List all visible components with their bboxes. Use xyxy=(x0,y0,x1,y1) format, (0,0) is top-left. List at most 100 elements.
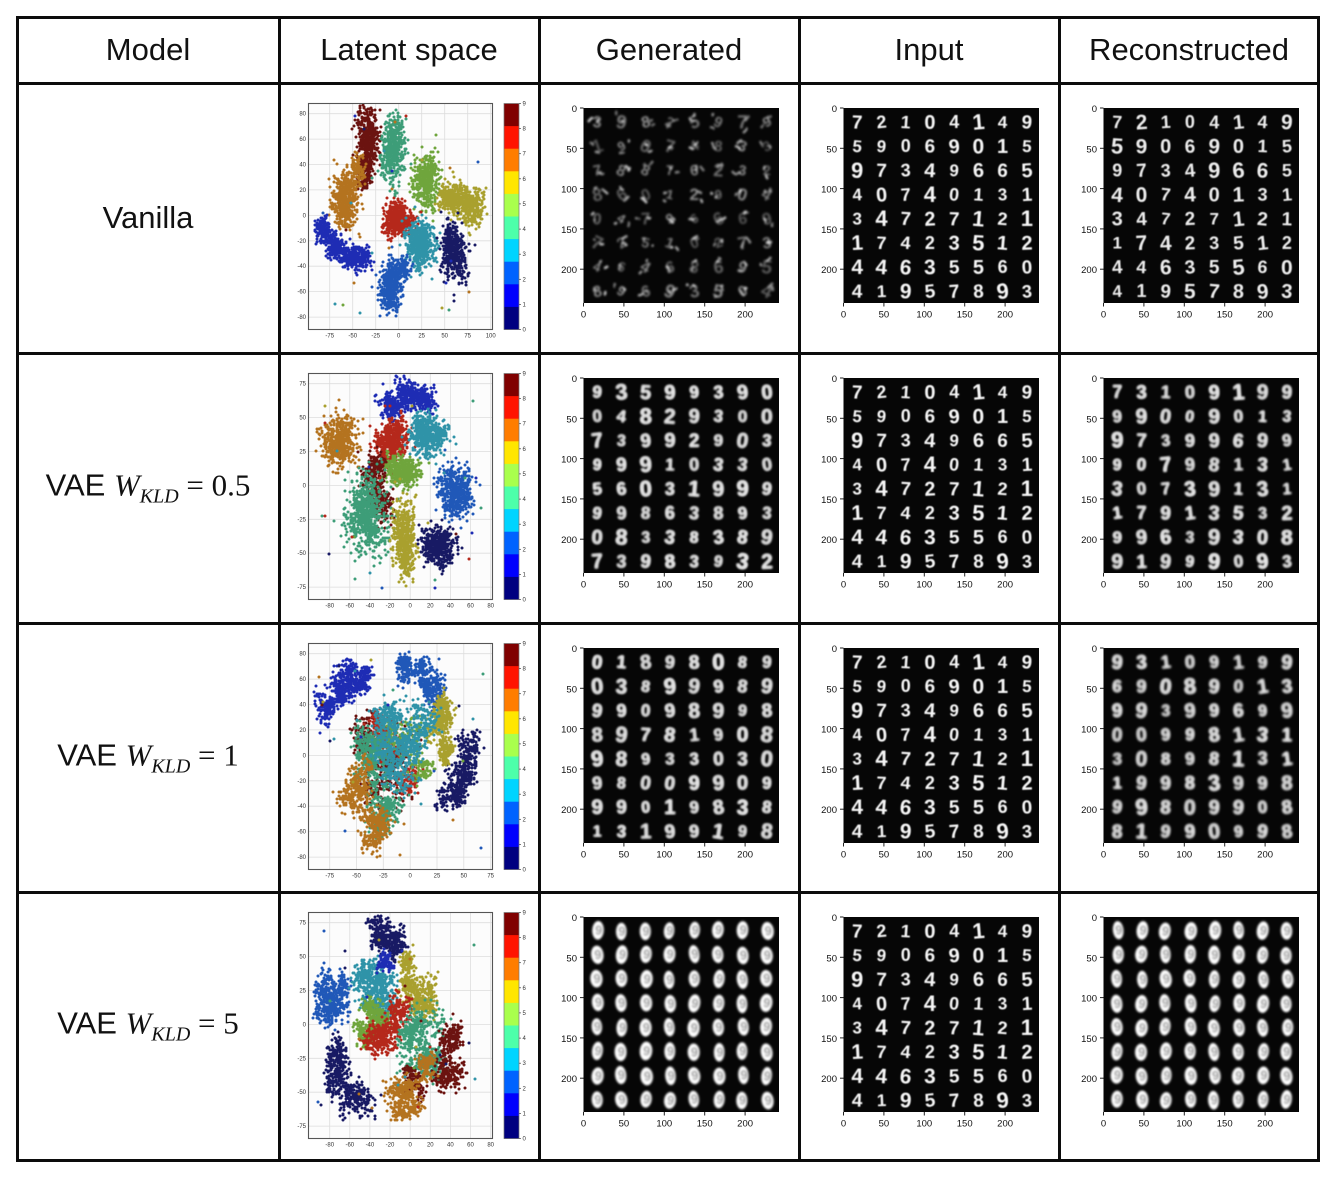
svg-text:8: 8 xyxy=(1232,281,1244,303)
svg-text:200: 200 xyxy=(821,535,837,546)
svg-text:200: 200 xyxy=(1257,309,1273,320)
svg-text:0: 0 xyxy=(302,484,306,490)
svg-text:0: 0 xyxy=(924,111,935,133)
svg-text:6: 6 xyxy=(997,527,1007,547)
svg-text:5: 5 xyxy=(522,472,526,478)
svg-text:50: 50 xyxy=(618,849,629,860)
svg-text:8: 8 xyxy=(522,397,526,403)
svg-text:50: 50 xyxy=(1138,849,1149,860)
svg-text:3: 3 xyxy=(1280,280,1293,303)
svg-text:1: 1 xyxy=(1232,183,1245,206)
svg-text:7: 7 xyxy=(900,455,911,475)
svg-text:9: 9 xyxy=(1114,922,1123,938)
svg-text:4: 4 xyxy=(875,206,888,231)
svg-text:100: 100 xyxy=(821,184,837,195)
svg-text:9: 9 xyxy=(522,910,526,916)
svg-text:9: 9 xyxy=(667,1067,675,1082)
svg-text:50: 50 xyxy=(826,414,837,425)
svg-text:100: 100 xyxy=(656,1118,672,1129)
svg-text:9: 9 xyxy=(1187,1043,1195,1058)
svg-text:9: 9 xyxy=(1161,995,1170,1011)
svg-text:6: 6 xyxy=(664,258,677,277)
svg-text:2: 2 xyxy=(522,1086,526,1092)
svg-text:1: 1 xyxy=(971,918,985,944)
svg-text:7: 7 xyxy=(666,162,674,178)
svg-text:-25: -25 xyxy=(379,873,388,879)
svg-text:150: 150 xyxy=(821,765,837,776)
svg-text:3: 3 xyxy=(1257,184,1268,204)
svg-text:200: 200 xyxy=(737,849,753,860)
svg-text:9: 9 xyxy=(1137,1068,1146,1084)
svg-text:0: 0 xyxy=(581,309,586,320)
svg-text:9: 9 xyxy=(1159,281,1171,303)
svg-text:5: 5 xyxy=(1183,280,1196,303)
svg-text:2: 2 xyxy=(997,748,1008,769)
svg-text:25: 25 xyxy=(433,873,440,879)
svg-text:9: 9 xyxy=(1162,946,1170,961)
svg-text:5: 5 xyxy=(851,136,862,156)
svg-text:0: 0 xyxy=(571,104,576,115)
svg-text:1: 1 xyxy=(996,232,1009,255)
svg-text:0: 0 xyxy=(581,580,586,591)
svg-text:9: 9 xyxy=(1020,112,1032,134)
svg-text:0: 0 xyxy=(900,136,910,156)
svg-text:9: 9 xyxy=(899,1089,911,1112)
svg-text:7: 7 xyxy=(948,1018,959,1039)
svg-text:1: 1 xyxy=(1232,111,1245,134)
svg-text:9: 9 xyxy=(1235,1019,1244,1035)
svg-text:7: 7 xyxy=(851,383,862,404)
svg-text:1: 1 xyxy=(971,745,985,771)
svg-text:9: 9 xyxy=(899,820,911,843)
svg-text:9: 9 xyxy=(1284,1019,1292,1034)
svg-text:0: 0 xyxy=(591,210,602,228)
svg-text:9: 9 xyxy=(617,1066,626,1082)
svg-text:80: 80 xyxy=(299,651,306,657)
svg-text:1: 1 xyxy=(900,382,911,403)
svg-text:2: 2 xyxy=(997,208,1008,229)
svg-text:1: 1 xyxy=(850,771,863,795)
svg-text:9: 9 xyxy=(764,922,773,938)
svg-text:4: 4 xyxy=(1135,256,1146,277)
svg-text:0: 0 xyxy=(571,913,576,924)
svg-text:3: 3 xyxy=(1160,160,1171,180)
svg-text:9: 9 xyxy=(875,945,886,965)
svg-text:1: 1 xyxy=(1281,184,1293,205)
svg-text:1: 1 xyxy=(996,1041,1009,1064)
svg-text:3: 3 xyxy=(948,1041,960,1063)
svg-text:8: 8 xyxy=(522,666,526,672)
svg-text:200: 200 xyxy=(997,580,1013,591)
svg-text:50: 50 xyxy=(1138,309,1149,320)
svg-text:7: 7 xyxy=(876,233,887,253)
svg-text:4: 4 xyxy=(923,699,937,722)
svg-text:5: 5 xyxy=(948,1066,960,1087)
svg-text:2: 2 xyxy=(875,111,887,132)
svg-text:50: 50 xyxy=(878,580,889,591)
svg-text:9: 9 xyxy=(740,1067,748,1082)
svg-text:6: 6 xyxy=(997,1066,1007,1086)
svg-text:8: 8 xyxy=(591,283,604,302)
svg-text:3: 3 xyxy=(1021,281,1032,302)
svg-text:60: 60 xyxy=(467,1142,474,1148)
svg-text:5: 5 xyxy=(973,527,984,549)
svg-text:5: 5 xyxy=(1231,254,1245,280)
svg-text:7: 7 xyxy=(948,209,959,230)
svg-text:9: 9 xyxy=(1020,921,1032,943)
svg-text:0: 0 xyxy=(522,327,526,333)
svg-text:9: 9 xyxy=(690,1091,699,1107)
svg-text:6: 6 xyxy=(737,210,748,228)
svg-text:2: 2 xyxy=(1184,208,1196,230)
svg-text:5: 5 xyxy=(1232,233,1245,255)
svg-text:50: 50 xyxy=(566,414,577,425)
svg-text:9: 9 xyxy=(1235,971,1244,987)
svg-text:9: 9 xyxy=(1235,1091,1242,1106)
svg-text:9: 9 xyxy=(1208,157,1221,182)
svg-text:9: 9 xyxy=(1282,1091,1291,1107)
svg-text:-50: -50 xyxy=(297,1090,306,1096)
svg-text:4: 4 xyxy=(874,526,888,550)
svg-text:9: 9 xyxy=(739,947,748,963)
svg-text:100: 100 xyxy=(916,309,932,320)
svg-text:5: 5 xyxy=(522,742,526,748)
svg-text:9: 9 xyxy=(1113,1067,1121,1082)
svg-text:100: 100 xyxy=(1081,724,1097,735)
svg-text:50: 50 xyxy=(566,684,577,695)
